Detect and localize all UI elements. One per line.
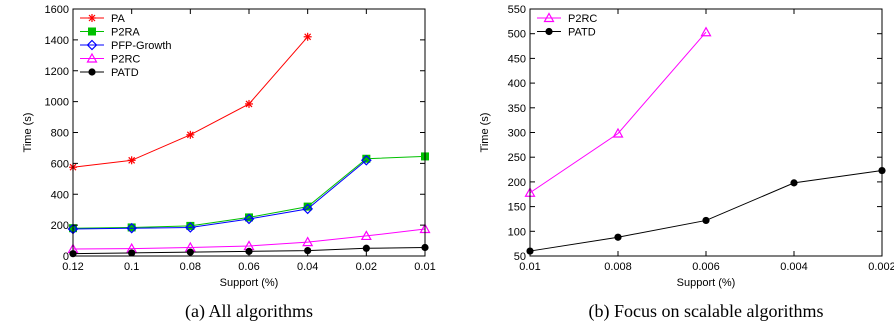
legend-label: PA (111, 13, 126, 25)
legend-marker (88, 68, 96, 76)
data-point (127, 156, 136, 165)
series-patd (526, 166, 886, 255)
x-tick-label: 0.02 (356, 261, 377, 273)
y-tick-label: 150 (508, 202, 526, 214)
legend-label: PATD (568, 27, 596, 39)
data-point (303, 202, 312, 211)
x-tick-label: 0.1 (124, 261, 139, 273)
data-point (362, 244, 370, 252)
y-tick-label: 800 (51, 128, 69, 140)
series-pa (69, 32, 312, 172)
x-tick-label: 0.002 (868, 261, 894, 273)
y-tick-label: 400 (51, 189, 69, 201)
data-point (243, 213, 255, 225)
legend-entry: PATD (80, 67, 139, 79)
legend-entry: PA (80, 13, 126, 25)
y-tick-label: 1600 (45, 4, 69, 16)
series-pfp-growth (67, 154, 372, 235)
y-tick-label: 100 (508, 226, 526, 238)
data-point (360, 154, 372, 166)
caption: (b) Focus on scalable algorithms (589, 301, 824, 322)
series-line (72, 228, 426, 250)
x-tick-label: 0.06 (238, 261, 259, 273)
legend-marker (86, 39, 98, 51)
legend-entry: PFP-Growth (80, 39, 172, 52)
y-axis-label: Time (s) (479, 113, 491, 153)
x-axis-label: Support (%) (220, 277, 279, 289)
y-tick-label: 500 (508, 29, 526, 41)
legend-entry: PATD (537, 27, 596, 39)
series-p2rc (524, 26, 712, 197)
data-point (186, 130, 195, 139)
x-tick-label: 0.006 (692, 261, 720, 273)
data-point (304, 246, 312, 255)
data-point (186, 221, 195, 230)
data-point (700, 26, 712, 37)
data-point (245, 213, 253, 222)
x-tick-label: 0.08 (180, 261, 201, 273)
y-tick-label: 300 (508, 128, 526, 140)
y-axis-label: Time (s) (22, 113, 34, 153)
y-tick-label: 450 (508, 53, 526, 65)
data-point (302, 236, 314, 247)
data-point (612, 127, 624, 138)
legend-label: P2RC (111, 54, 140, 66)
series-line (529, 170, 883, 252)
chart-scalable-algorithms: 50 100 150 200 250 300 350 400 450 500 550 0.01 0.00… (479, 4, 894, 322)
x-tick-label: 0.004 (780, 261, 808, 273)
series-line (72, 159, 367, 230)
legend-entry: P2RC (537, 12, 597, 25)
legend: P2RC PATD (537, 12, 597, 39)
series-line (72, 36, 309, 168)
x-tick-label: 0.04 (297, 261, 318, 273)
data-point (614, 233, 622, 241)
y-tick-label: 50 (514, 251, 526, 263)
y-tick-label: 600 (51, 158, 69, 170)
x-tick-label: 0.01 (414, 261, 435, 273)
y-tick-label: 550 (508, 4, 526, 16)
y-tick-label: 200 (51, 220, 69, 232)
x-axis-label: Support (%) (677, 277, 736, 289)
y-tick-label: 1400 (45, 35, 69, 47)
y-tick-label: 0 (63, 251, 69, 263)
legend-marker (88, 27, 96, 36)
y-tick-label: 1000 (45, 97, 69, 109)
y-tick-label: 400 (508, 78, 526, 90)
y-tick-label: 1200 (45, 66, 69, 78)
legend-marker (88, 14, 96, 22)
legend-entry: P2RA (80, 27, 140, 39)
legend-label: P2RC (568, 13, 597, 25)
legend-marker (545, 27, 553, 36)
y-tick-label: 350 (508, 103, 526, 115)
series-line (529, 31, 707, 194)
series-p2ra (69, 152, 429, 233)
data-point (360, 230, 372, 241)
legend-marker (86, 52, 98, 63)
data-point (245, 99, 253, 108)
y-tick-label: 200 (508, 177, 526, 189)
data-point (184, 222, 196, 233)
caption: (a) All algorithms (185, 301, 313, 322)
data-point (126, 222, 138, 234)
legend-label: PFP-Growth (111, 40, 172, 52)
legend-marker (543, 12, 555, 23)
x-tick-label: 0.12 (62, 261, 83, 273)
data-point (127, 223, 136, 232)
y-tick-label: 250 (508, 152, 526, 164)
x-tick-label: 0.008 (604, 261, 632, 273)
data-point (362, 154, 371, 163)
data-point (702, 216, 710, 225)
data-point (302, 203, 314, 215)
legend-label: P2RA (111, 27, 140, 39)
x-tick-label: 0.01 (519, 261, 540, 273)
data-point (303, 32, 312, 41)
legend-label: PATD (111, 67, 139, 79)
chart-all-algorithms: 0 200 400 600 800 1000 1200 1400 1600 0.12 0.1 0.08… (22, 4, 436, 322)
data-point (790, 179, 798, 187)
legend-entry: P2RC (80, 52, 140, 66)
